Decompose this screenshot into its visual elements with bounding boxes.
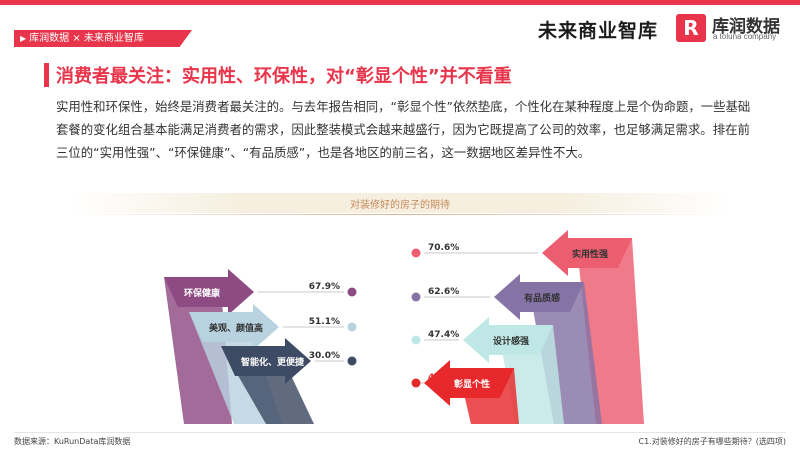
bar-arrow-0	[164, 269, 254, 315]
value-label: 67.9%	[309, 282, 340, 292]
bar-label: 美观、颜值高	[209, 322, 263, 334]
value-label: 70.6%	[428, 243, 459, 253]
bar-label: 彰显个性	[454, 378, 490, 390]
bar-label: 智能化、更便捷	[241, 356, 305, 368]
header-tag: ▶ 库润数据 × 未来商业智库	[14, 30, 192, 47]
chart-title: 对装修好的房子的期待	[350, 200, 450, 211]
kurun-logo-icon: R	[676, 14, 706, 42]
logo-kurun-name: 库润数据	[712, 17, 780, 37]
top-accent-stripe	[0, 0, 800, 5]
value-dot	[411, 248, 421, 258]
logo-future-business: 未来商业智库	[538, 20, 659, 42]
bar-label: 实用性强	[572, 248, 608, 260]
value-dot	[347, 322, 357, 332]
data-source: 数据来源：KuRunData库润数据	[14, 437, 131, 446]
bar-band-r-1	[528, 282, 602, 424]
value-label: 62.6%	[428, 287, 459, 297]
value-label: 4.5%	[428, 373, 453, 383]
bar-label: 有品质感	[524, 292, 560, 304]
footer-divider	[14, 432, 786, 433]
value-label: 47.4%	[428, 330, 459, 340]
value-dot	[347, 356, 357, 366]
value-dot	[411, 292, 421, 302]
bar-label: 设计感强	[493, 335, 529, 347]
survey-question: C1.对装修好的房子有哪些期待？(选四项)	[638, 437, 786, 446]
bar-arrow-r-1	[494, 274, 584, 320]
logo-kurun-subtitle: a toluna company	[713, 32, 777, 41]
value-label: 30.0%	[309, 351, 340, 361]
title-accent-bar	[44, 63, 49, 87]
chart-title-banner	[70, 193, 730, 213]
chart-title-underline	[70, 214, 730, 215]
bar-arrow-r-3	[424, 360, 514, 406]
triangle-icon: ▶	[20, 34, 27, 43]
bar-arrow-1	[189, 304, 279, 350]
value-dot	[411, 378, 421, 388]
bar-arrow-r-0	[542, 230, 632, 276]
bar-arrow-2	[221, 338, 311, 384]
value-label: 51.1%	[309, 317, 340, 327]
value-dot	[411, 335, 421, 345]
value-dot	[347, 287, 357, 297]
page-title: 消费者最关注：实用性、环保性，对“彰显个性”并不看重	[56, 66, 512, 87]
header-tag-label: 库润数据 × 未来商业智库	[29, 33, 144, 44]
intro-paragraph: 实用性和环保性，始终是消费者最关注的。与去年报告相同，“彰显个性”依然垫底，个性…	[56, 99, 751, 160]
bar-arrow-r-2	[463, 317, 553, 363]
bar-label: 环保健康	[184, 287, 221, 299]
